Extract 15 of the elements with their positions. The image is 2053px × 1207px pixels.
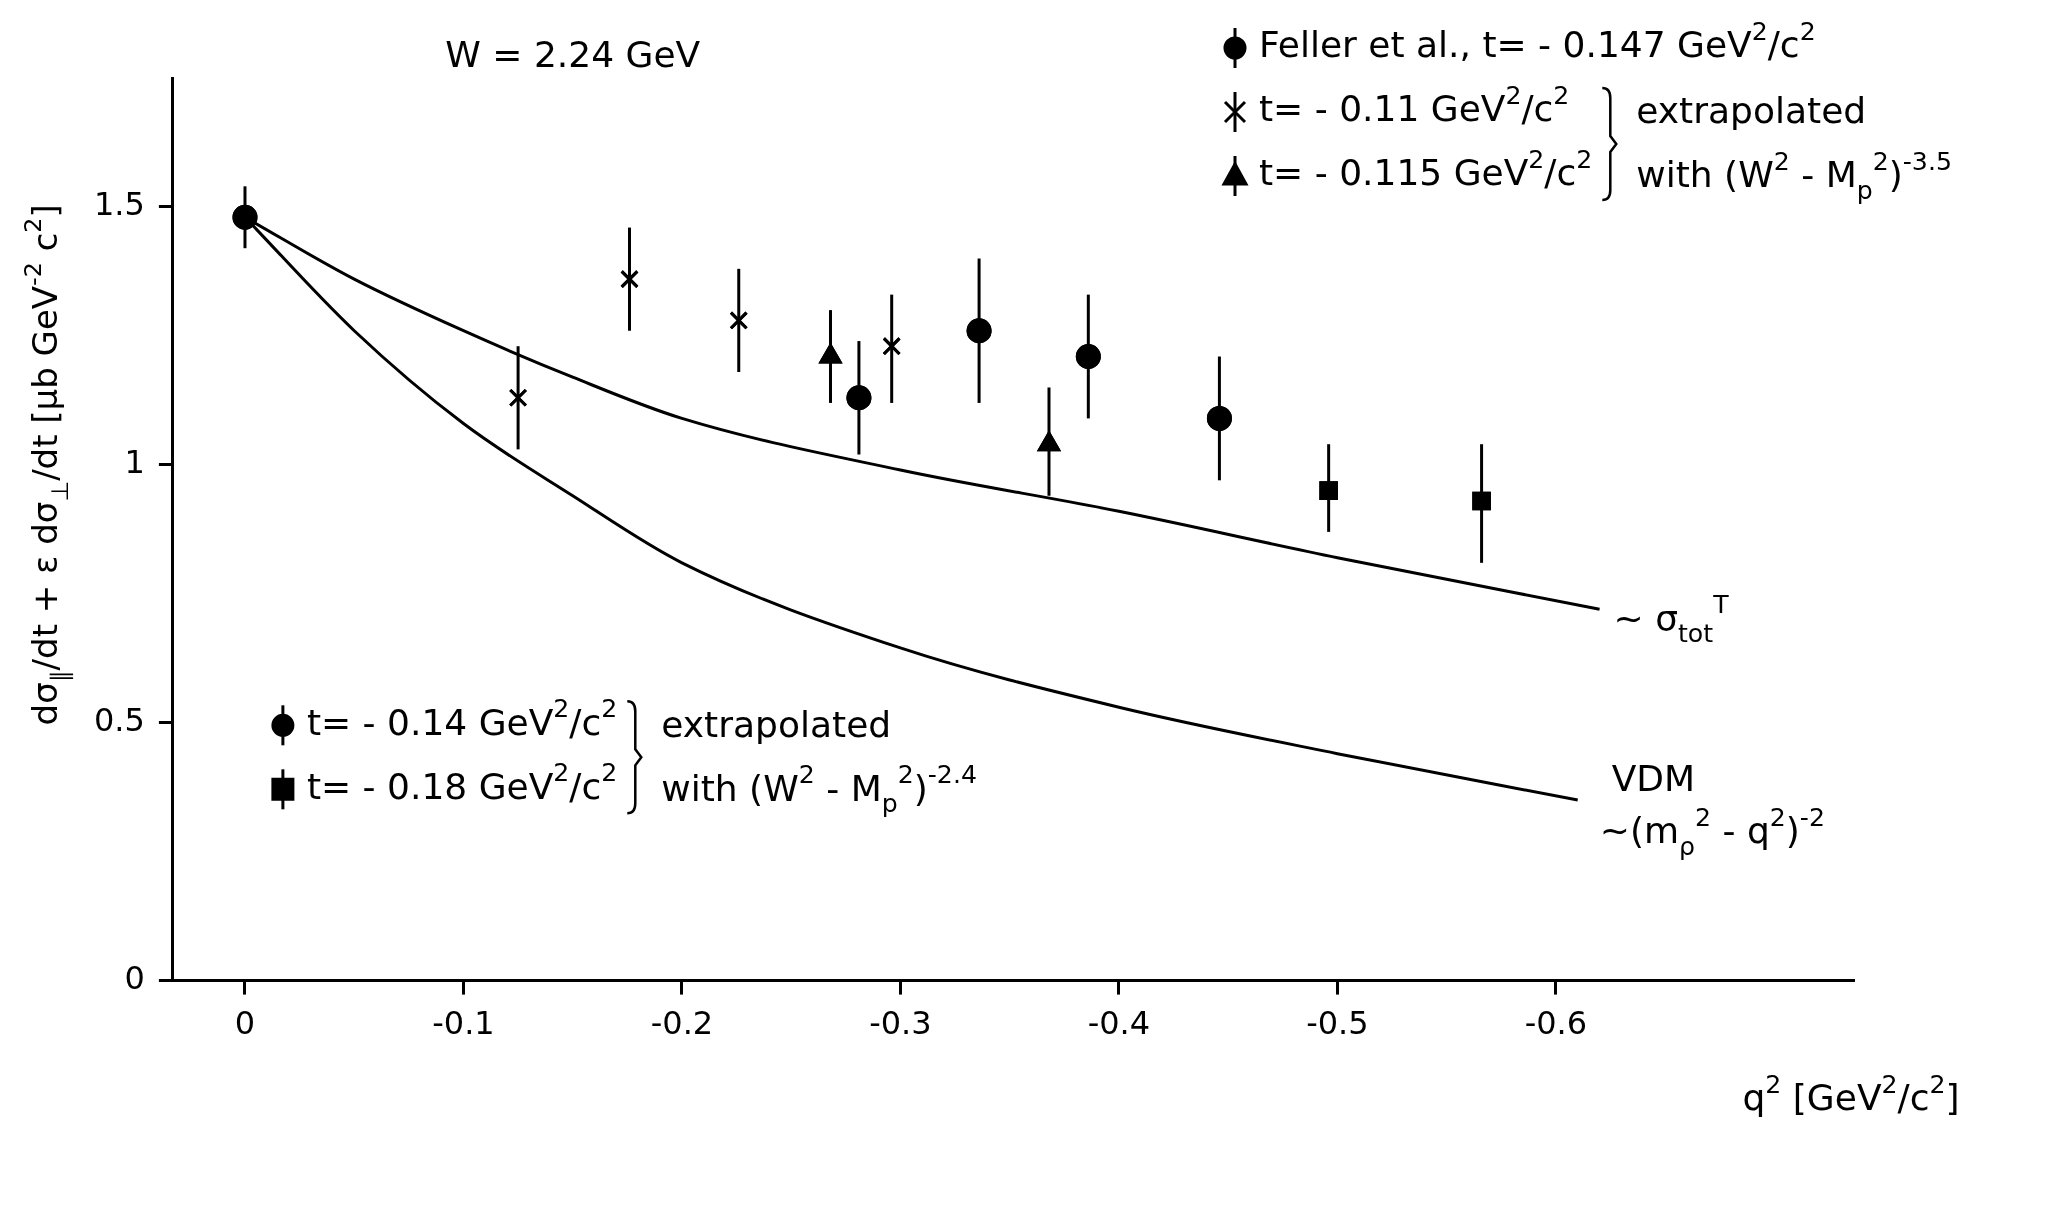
x-tick-label: -0.5 — [1306, 1004, 1369, 1043]
y-tick-label: 1.5 — [94, 185, 145, 224]
x-tick-label: -0.2 — [650, 1004, 714, 1043]
x-tick-label: -0.4 — [1087, 1004, 1151, 1043]
x-tick-label: -0.1 — [432, 1004, 495, 1043]
x-tick-label: -0.3 — [869, 1004, 932, 1043]
annotation: extrapolated — [661, 703, 892, 745]
annotation: extrapolated — [1636, 90, 1867, 132]
x-tick-label: -0.6 — [1524, 1004, 1588, 1043]
y-tick-label: 1 — [124, 443, 145, 482]
y-tick-label: 0.5 — [94, 701, 145, 740]
chart-title: W = 2.24 GeV — [445, 34, 701, 76]
text: dσ∥/dt + ε dσ⊥/dt [μb GeV-2 c2] — [18, 204, 74, 726]
x-tick-label: 0 — [234, 1004, 256, 1043]
y-tick-label: 0 — [124, 958, 145, 997]
